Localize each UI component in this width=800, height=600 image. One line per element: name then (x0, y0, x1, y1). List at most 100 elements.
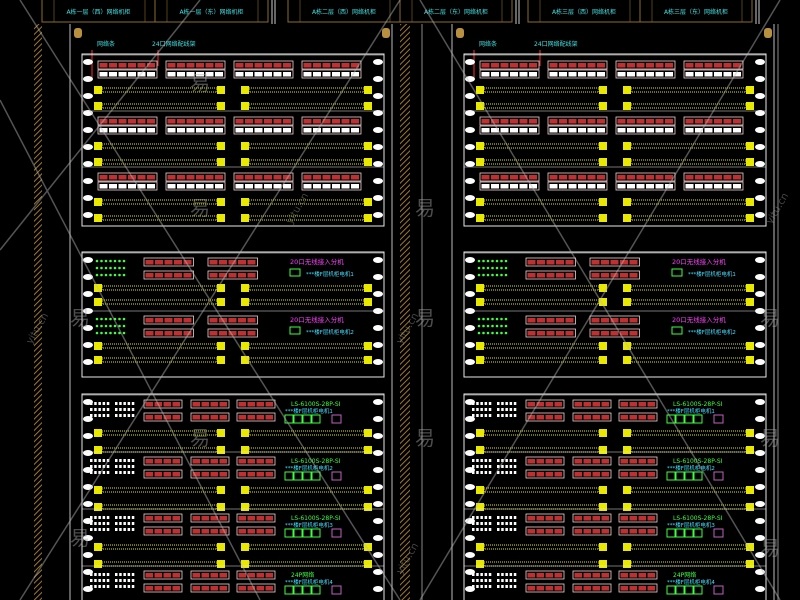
port-group (233, 116, 294, 126)
ethernet-port (491, 175, 499, 180)
ethernet-port (238, 402, 246, 407)
ethernet-port (238, 459, 246, 464)
vent-slot (131, 585, 135, 588)
console-port (671, 268, 683, 277)
switch-model-label: LS-6100S-28P-SI (673, 458, 723, 465)
ethernet-port (519, 184, 528, 189)
ethernet-port (578, 72, 586, 77)
access-switch: LS-6100S-28P-SI***楼F层机柜电机2 (82, 451, 384, 511)
port-group (190, 570, 230, 580)
port-group (143, 513, 183, 523)
ethernet-port (332, 72, 340, 77)
vent-slot (488, 459, 492, 462)
vent-slot (127, 459, 131, 462)
cable-manager-bar (101, 544, 218, 550)
vent-slot (501, 516, 504, 519)
port-group (615, 116, 676, 126)
status-led (122, 331, 126, 335)
ethernet-port (351, 184, 359, 189)
vent-slot (98, 459, 101, 462)
vent-slot (98, 408, 101, 411)
mounting-hole (755, 586, 765, 592)
ethernet-port (610, 260, 619, 265)
watermark-line (19, 0, 401, 600)
vent-slot (472, 408, 475, 411)
switch-model-label: 24P网络 (291, 571, 314, 579)
port-group (97, 60, 158, 70)
ethernet-port (265, 529, 273, 534)
mounting-hole (83, 291, 93, 297)
vent-slot (505, 459, 508, 462)
ethernet-port (685, 63, 694, 68)
ethernet-port (209, 260, 218, 265)
ethernet-port (245, 119, 253, 124)
vent-slot (90, 522, 93, 525)
mounting-hole (755, 342, 765, 348)
ethernet-port (647, 586, 655, 591)
ethernet-port (186, 175, 195, 180)
ethernet-port (620, 331, 628, 336)
vent-slot (123, 516, 126, 519)
port-group (683, 60, 744, 70)
ethernet-port (529, 128, 537, 133)
console-port (289, 326, 301, 335)
mounting-hole (755, 569, 765, 575)
ethernet-port (219, 472, 227, 477)
ethernet-port (247, 586, 255, 591)
rack-foot (456, 28, 464, 38)
ethernet-port (519, 63, 528, 68)
cable-manager-end (364, 158, 372, 166)
mounting-hole (83, 178, 93, 184)
ethernet-port (235, 128, 244, 133)
ethernet-port (527, 472, 535, 477)
vent-slot (497, 471, 500, 474)
ethernet-port (313, 63, 321, 68)
status-led (504, 259, 508, 263)
ethernet-port (601, 573, 609, 578)
ethernet-port (137, 72, 146, 77)
ethernet-port (627, 63, 635, 68)
ethernet-port (273, 72, 282, 77)
ethernet-port (247, 529, 255, 534)
vent-slot (476, 471, 479, 474)
vent-slot (484, 573, 488, 576)
vent-slot (505, 573, 508, 576)
port-group (165, 181, 226, 191)
cable-manager-end (364, 342, 372, 350)
cable-manager-end (364, 560, 372, 568)
ethernet-port (247, 472, 255, 477)
ethernet-port (629, 318, 638, 323)
ethernet-port (527, 318, 536, 323)
ethernet-port (733, 184, 741, 189)
watermark-line (19, 0, 401, 600)
port-group (479, 125, 540, 135)
ethernet-port (332, 184, 340, 189)
console-port (713, 585, 724, 595)
ethernet-port (341, 63, 350, 68)
ethernet-port (620, 529, 628, 534)
ethernet-port (592, 415, 600, 420)
ethernet-port (723, 63, 732, 68)
ethernet-port (704, 128, 713, 133)
ethernet-port (646, 175, 654, 180)
vent-slot (488, 471, 492, 474)
ethernet-port (154, 472, 162, 477)
ethernet-port (341, 175, 350, 180)
ethernet-port (177, 63, 185, 68)
sfp-port (284, 471, 294, 481)
port-group (190, 526, 230, 536)
ethernet-port (245, 72, 253, 77)
ethernet-port (210, 459, 218, 464)
status-led (500, 259, 503, 263)
vent-slot (127, 528, 131, 531)
cable-manager-end (746, 214, 754, 222)
ethernet-port (592, 516, 600, 521)
ethernet-port (587, 119, 596, 124)
port-group (233, 125, 294, 135)
status-led (477, 317, 481, 321)
vent-slot (501, 408, 504, 411)
vent-slot (509, 528, 513, 531)
cable-manager-end (364, 102, 372, 110)
ethernet-port (167, 72, 176, 77)
